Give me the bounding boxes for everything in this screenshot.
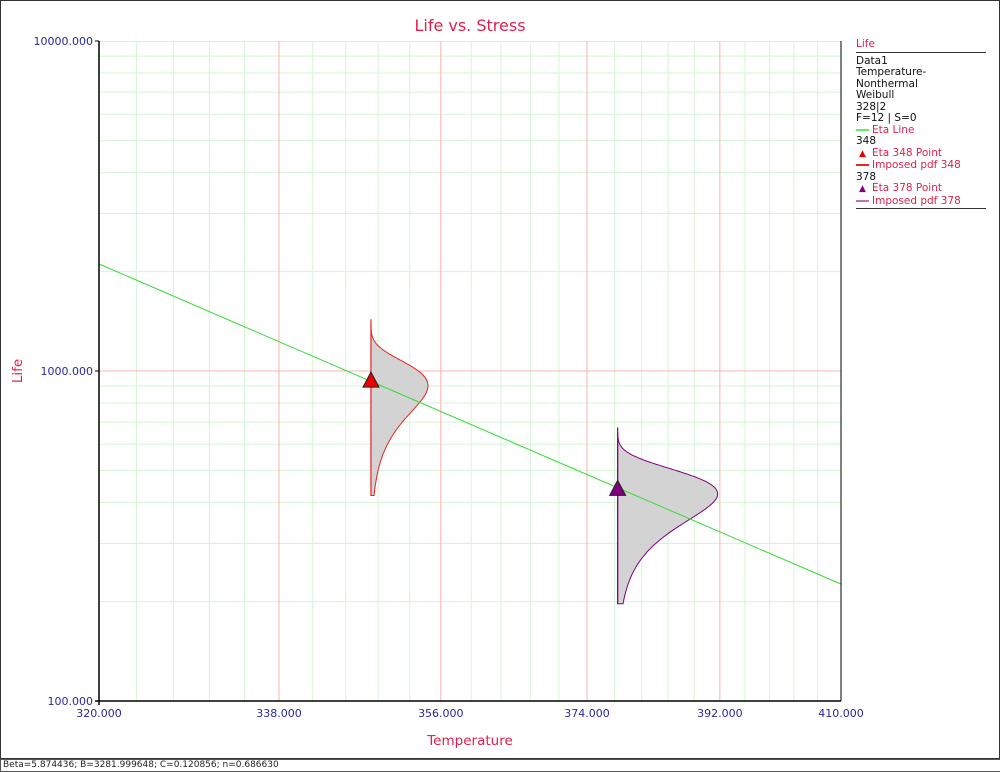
line-swatch-icon xyxy=(856,128,869,131)
legend-line: F=12 | S=0 xyxy=(856,112,917,124)
x-tick-label: 320.000 xyxy=(76,707,122,720)
legend-item-eta348: ▲ Eta 348 Point xyxy=(856,147,986,161)
x-tick-label: 338.000 xyxy=(256,707,302,720)
x-tick-label: 356.000 xyxy=(418,707,464,720)
eta-points xyxy=(362,371,627,496)
legend-item-eta378: ▲ Eta 378 Point xyxy=(856,182,986,196)
x-tick-label: 374.000 xyxy=(564,707,610,720)
pdf-curve xyxy=(370,322,429,497)
x-axis-label: Temperature xyxy=(426,733,513,749)
legend-line: Temperature-Nonthermal xyxy=(856,66,927,90)
legend-item-pdf348: Imposed pdf 348 xyxy=(856,159,986,172)
triangle-marker-icon: ▲ xyxy=(859,148,866,159)
y-tick-label: 1000.000 xyxy=(41,365,94,378)
legend-item-pdf378: Imposed pdf 378 xyxy=(856,195,986,208)
eta-line xyxy=(98,263,842,585)
eta-lines xyxy=(98,263,842,585)
legend-header: Life xyxy=(856,38,986,53)
triangle-marker-icon: ▲ xyxy=(859,184,866,194)
y-tick-label: 100.000 xyxy=(48,695,94,708)
y-axis-label: Life xyxy=(10,359,26,383)
legend-group: 348 xyxy=(856,135,877,147)
legend-group: 378 xyxy=(856,170,877,183)
line-swatch-icon xyxy=(856,199,869,202)
status-bar: Beta=5.874436; B=3281.999648; C=0.120856… xyxy=(0,759,1000,772)
axes xyxy=(95,41,842,705)
eta-point-marker xyxy=(362,371,380,388)
x-tick-label: 410.000 xyxy=(818,707,864,720)
eta-point-marker xyxy=(608,479,627,496)
grid xyxy=(99,41,841,701)
legend-line: Weibull xyxy=(856,89,895,101)
legend: Life Data1 Temperature-Nonthermal Weibul… xyxy=(856,38,986,209)
legend-item-eta-line: Eta Line xyxy=(856,124,986,137)
line-swatch-icon xyxy=(856,164,869,166)
chart-title: Life vs. Stress xyxy=(414,16,525,35)
pdf-curve xyxy=(617,431,719,605)
pdf-curves xyxy=(370,319,719,605)
legend-line: Data1 xyxy=(856,54,888,67)
legend-divider xyxy=(856,208,986,209)
legend-line: 328|2 xyxy=(856,100,887,113)
y-tick-label: 10000.000 xyxy=(34,35,94,48)
x-tick-label: 392.000 xyxy=(697,707,743,720)
tick-labels: 320.000 338.000 356.000 374.000 392.000 410.0… xyxy=(34,35,864,720)
